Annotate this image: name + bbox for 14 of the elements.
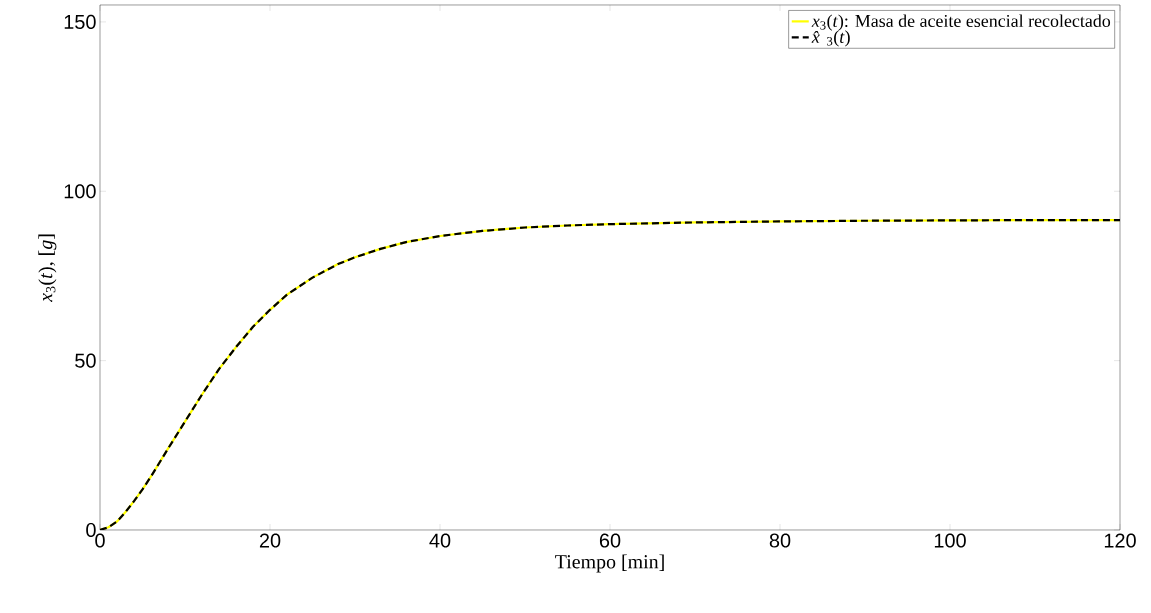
x-tick-label: 20 [259,533,281,548]
x-tick-label: 40 [429,533,451,548]
legend-label: x$_{3}$(t): Masa de aceite esencial recolectado [811,14,1111,31]
y-tick-label: 50 [75,353,96,368]
x-tick-label: 60 [599,533,621,548]
x-tick-label: 100 [934,533,966,548]
x-tick-label: 120 [1104,533,1136,548]
legend-label: x̂$_{3}$(t) [811,30,850,47]
x-axis-title: Tiempo [min] [555,554,664,573]
y-tick-label: 100 [64,184,96,199]
y-axis-title: x$_{3}$(t), [g] [38,234,57,303]
y-tick-label: 150 [64,14,96,29]
x-tick-label: 80 [769,533,791,548]
y-tick-label: 0 [86,522,96,538]
